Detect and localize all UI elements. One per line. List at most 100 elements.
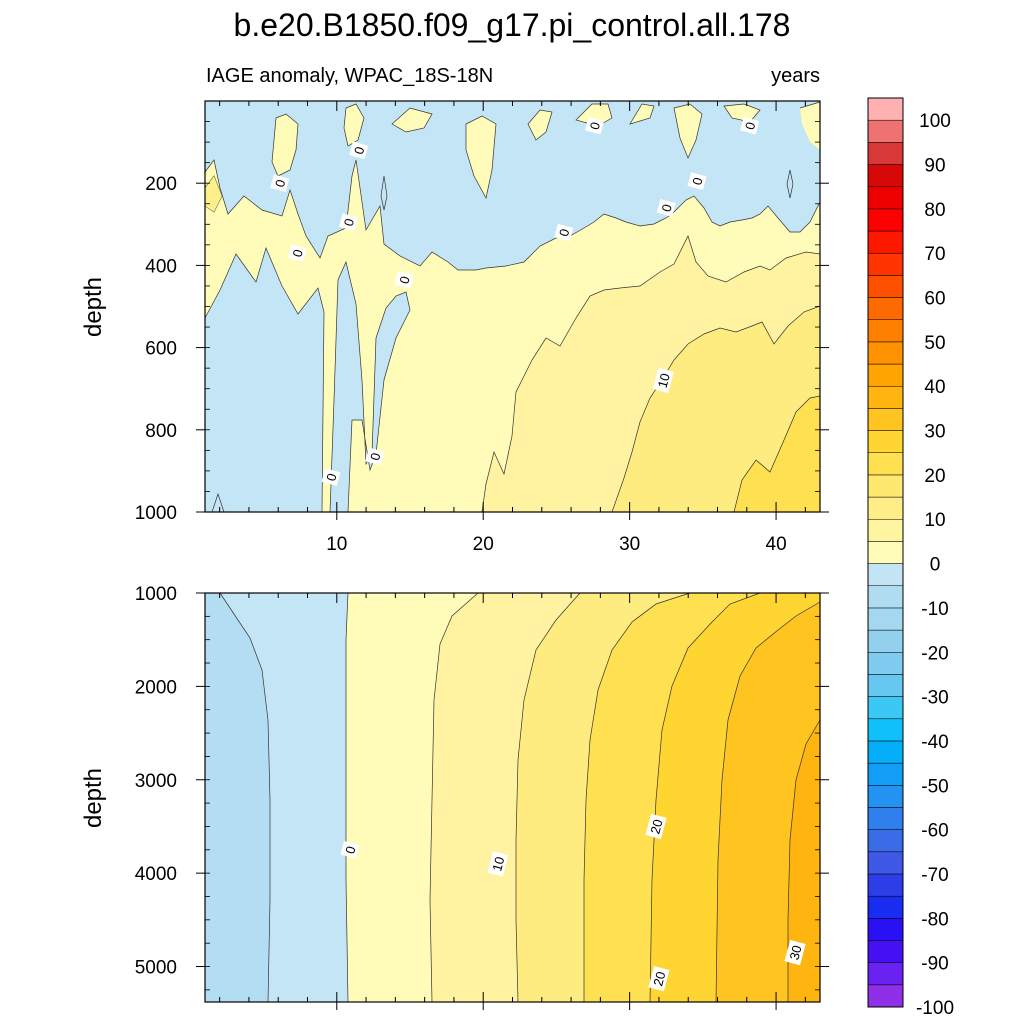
contour-label: 0 xyxy=(349,141,369,160)
lower-contour-20 xyxy=(649,592,761,1003)
chart-subtitle-right: years xyxy=(771,65,820,87)
lower-contours-fill xyxy=(220,593,820,1002)
upper-fill-shallow-negative-plume xyxy=(330,262,410,512)
colorbar-label: -20 xyxy=(921,643,948,664)
lower-contour-15 xyxy=(583,592,691,1002)
lower-contour-0 xyxy=(345,592,349,1003)
contour-label-box xyxy=(321,468,341,486)
colorbar-label: 0 xyxy=(930,555,941,576)
contour-label: 0 xyxy=(321,468,341,486)
upper-fill-shallow-positive-patch-4 xyxy=(466,116,496,198)
colorbar-swatch xyxy=(867,940,904,963)
contour-label-box xyxy=(287,244,307,262)
y-tick-label: 3000 xyxy=(135,771,177,792)
y-tick-label: 800 xyxy=(145,421,177,442)
contour-label-text: 20 xyxy=(650,970,668,988)
colorbar-label: 80 xyxy=(924,200,945,221)
upper-fill-shallow-positive-patch-3 xyxy=(392,108,432,132)
contour-label: 30 xyxy=(784,939,806,966)
colorbar-label: -30 xyxy=(921,688,948,709)
y-tick-label: 1000 xyxy=(135,584,177,605)
upper-contour-labels: 0 0 0 0 0 0 0 0 0 0 0 0 10 xyxy=(270,116,760,486)
y-tick-label: 4000 xyxy=(135,864,177,885)
colorbar-swatch xyxy=(867,474,904,498)
colorbar-swatch xyxy=(867,851,904,875)
colorbar-label: -100 xyxy=(916,998,954,1019)
colorbar-swatch xyxy=(867,319,904,343)
colorbar-swatch xyxy=(867,518,904,542)
colorbar-label: -10 xyxy=(921,599,948,620)
colorbar-swatch xyxy=(867,629,904,653)
contour-label: 0 xyxy=(338,213,359,232)
colorbar-swatch xyxy=(867,119,904,143)
contour-label-box xyxy=(740,116,760,135)
upper-contour-0-main xyxy=(204,159,821,271)
contour-label: 0 xyxy=(656,199,676,217)
contour-label-text: 0 xyxy=(367,451,383,462)
y-tick-label: 400 xyxy=(145,256,177,277)
colorbar-swatch xyxy=(867,297,904,320)
colorbar-label: 90 xyxy=(924,156,945,177)
colorbar-label: 60 xyxy=(924,289,945,310)
colorbar-swatch xyxy=(867,142,904,165)
colorbar-swatch xyxy=(867,762,904,786)
upper-contour-small-lens xyxy=(380,169,794,211)
colorbar: 1009080706050403020100-10-20-30-40-50-60… xyxy=(867,97,954,1019)
contour-label-text: 20 xyxy=(647,818,665,836)
lower-fill-30-35 xyxy=(788,720,820,1002)
colorbar-label: -90 xyxy=(921,954,948,975)
upper-contour-15 xyxy=(733,395,821,513)
colorbar-swatch xyxy=(867,696,904,720)
upper-fill-shallow-positive-patch-9 xyxy=(724,104,760,122)
colorbar-swatch xyxy=(867,740,904,764)
colorbar-label: 30 xyxy=(924,422,945,443)
y-tick-label: 2000 xyxy=(135,677,177,698)
upper-contour-0-plume xyxy=(329,260,411,513)
contour-label-text: 10 xyxy=(489,855,507,873)
contour-label-box xyxy=(487,851,509,877)
upper-fill-shallow-positive-patch-7 xyxy=(630,104,654,124)
colorbar-swatch xyxy=(867,962,904,986)
upper-fill-shallow-positive-patch-6 xyxy=(576,104,612,126)
colorbar-swatch xyxy=(867,918,904,941)
contour-label-text: 0 xyxy=(396,274,412,285)
upper-contours-fill xyxy=(205,102,820,512)
lower-contour-25 xyxy=(715,601,821,1003)
contour-label: 0 xyxy=(740,116,760,135)
colorbar-swatch xyxy=(867,208,904,232)
colorbar-label: 100 xyxy=(919,111,951,132)
colorbar-swatch xyxy=(867,607,904,631)
colorbar-label: -50 xyxy=(921,776,948,797)
colorbar-swatch xyxy=(867,430,904,453)
upper-fill-shallow-positive-patch-1 xyxy=(272,114,298,176)
contour-label: 10 xyxy=(487,851,509,877)
contour-label-box xyxy=(340,840,360,859)
contour-label-text: 0 xyxy=(290,248,306,259)
colorbar-swatch xyxy=(867,585,904,609)
colorbar-swatch xyxy=(867,97,904,121)
y-tick-label: 200 xyxy=(145,174,177,195)
lower-contour-neg5 xyxy=(219,592,271,1003)
x-tick-label: 10 xyxy=(326,534,347,555)
colorbar-swatch xyxy=(867,895,904,919)
colorbar-swatch xyxy=(867,408,904,431)
contour-label-text: 0 xyxy=(272,178,288,189)
colorbar-swatch xyxy=(867,341,904,365)
colorbar-swatch xyxy=(867,275,904,298)
colorbar-swatch xyxy=(867,718,904,742)
colorbar-swatch xyxy=(867,873,904,897)
colorbar-swatch xyxy=(867,541,904,564)
contour-label-text: 0 xyxy=(689,176,705,187)
colorbar-label: -40 xyxy=(921,732,948,753)
colorbar-swatch xyxy=(867,164,904,187)
upper-contour-0-left xyxy=(204,246,325,513)
contour-label-box xyxy=(656,199,676,217)
upper-contour-10 xyxy=(611,305,821,513)
colorbar-swatch xyxy=(867,563,904,587)
upper-fill-10-15 xyxy=(612,306,820,512)
lower-contour-30 xyxy=(787,719,821,1002)
upper-contour-lines xyxy=(204,101,821,513)
lower-panel: 0 10 20 20 30 1000 2000 3000 4000 5000 xyxy=(135,584,829,1010)
